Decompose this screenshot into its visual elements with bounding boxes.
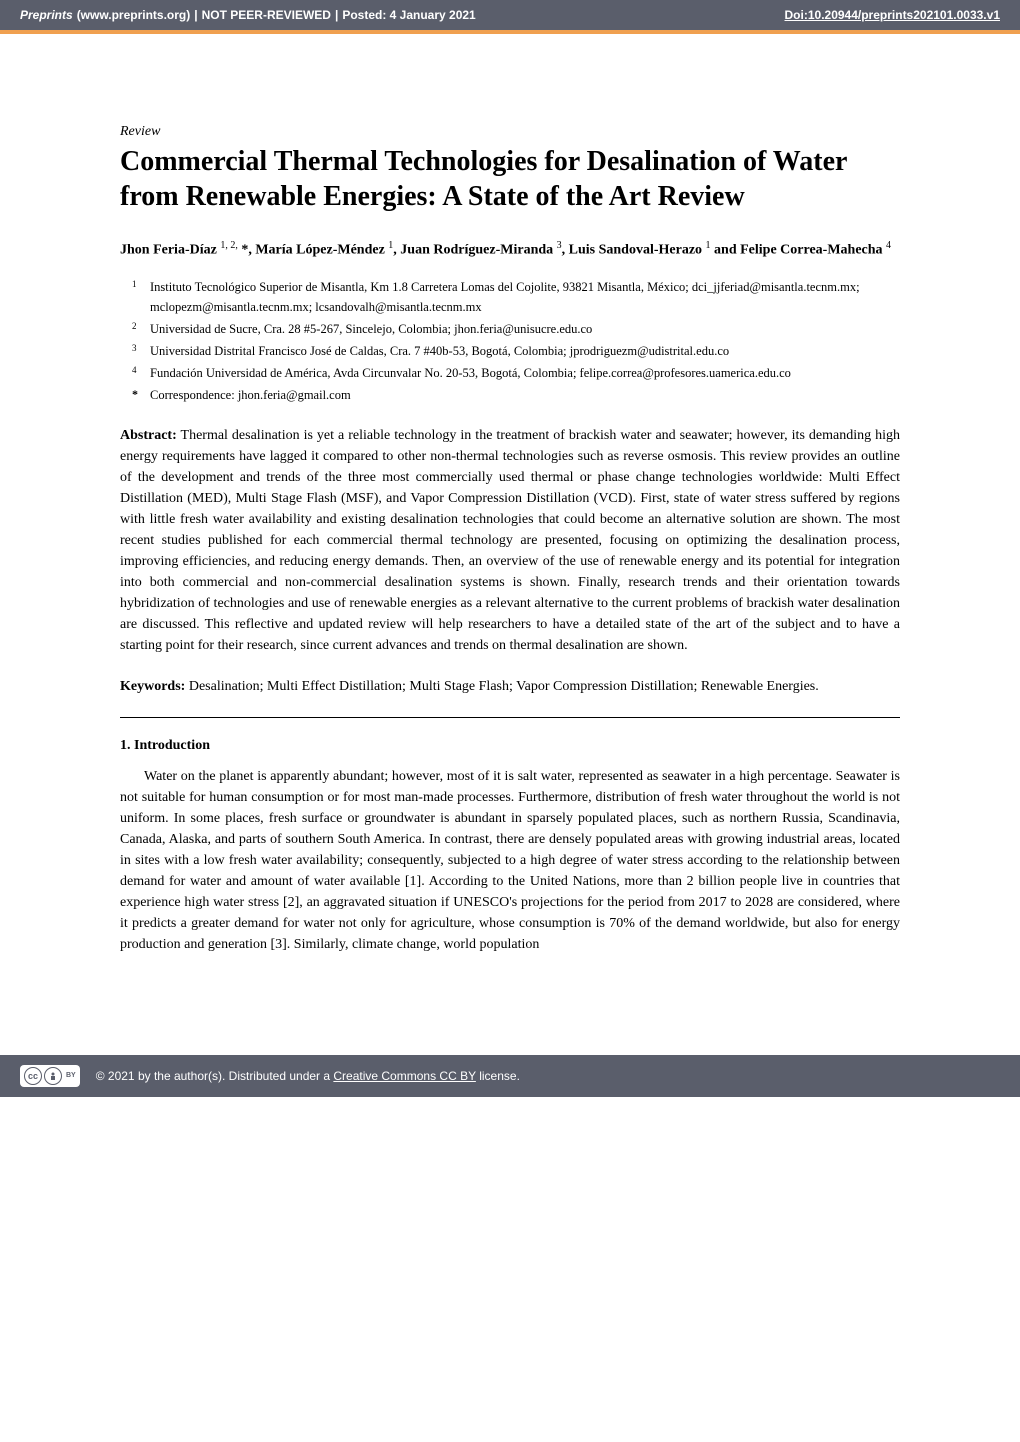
affiliation-text: Instituto Tecnológico Superior de Misant… <box>150 277 900 317</box>
site-url: (www.preprints.org) <box>77 8 191 22</box>
affiliation-item: 4 Fundación Universidad de América, Avda … <box>132 363 900 383</box>
header-left: Preprints (www.preprints.org) | NOT PEER… <box>20 8 476 22</box>
affiliation-item: 2 Universidad de Sucre, Cra. 28 #5-267, S… <box>132 319 900 339</box>
site-name: Preprints <box>20 8 73 22</box>
affiliation-item: * Correspondence: jhon.feria@gmail.com <box>132 385 900 405</box>
posted-date: Posted: 4 January 2021 <box>342 8 475 22</box>
authors-list: Jhon Feria-Díaz 1, 2, *, María López-Mén… <box>120 238 900 261</box>
affiliation-text: Universidad Distrital Francisco José de … <box>150 341 900 361</box>
by-icon <box>44 1067 62 1085</box>
affiliation-num: * <box>132 385 142 405</box>
by-label: BY <box>66 1072 76 1079</box>
article-type: Review <box>120 124 900 140</box>
abstract-label: Abstract: <box>120 428 177 443</box>
license-suffix: license. <box>476 1069 520 1083</box>
affiliation-num: 2 <box>132 319 142 339</box>
peer-status: NOT PEER-REVIEWED <box>202 8 331 22</box>
intro-paragraph: Water on the planet is apparently abunda… <box>120 766 900 955</box>
section-divider <box>120 717 900 718</box>
cc-badge: cc BY <box>20 1065 80 1087</box>
abstract-text: Thermal desalination is yet a reliable t… <box>120 428 900 653</box>
header-banner: Preprints (www.preprints.org) | NOT PEER… <box>0 0 1020 34</box>
abstract-block: Abstract: Thermal desalination is yet a … <box>120 425 900 656</box>
affiliation-text: Correspondence: jhon.feria@gmail.com <box>150 385 900 405</box>
cc-icon: cc <box>24 1067 42 1085</box>
copyright-text: © 2021 by the author(s). Distributed und… <box>96 1069 334 1083</box>
separator-2: | <box>335 8 338 22</box>
affiliations-list: 1Instituto Tecnológico Superior de Misan… <box>120 277 900 405</box>
affiliation-text: Fundación Universidad de América, Avda C… <box>150 363 900 383</box>
keywords-label: Keywords: <box>120 679 185 694</box>
article-title: Commercial Thermal Technologies for Desa… <box>120 144 900 214</box>
footer-banner: cc BY © 2021 by the author(s). Distribut… <box>0 1055 1020 1097</box>
keywords-text: Desalination; Multi Effect Distillation;… <box>185 679 818 694</box>
affiliation-num: 3 <box>132 341 142 361</box>
affiliation-text: Universidad de Sucre, Cra. 28 #5-267, Si… <box>150 319 900 339</box>
footer-text: © 2021 by the author(s). Distributed und… <box>96 1069 520 1083</box>
separator-1: | <box>194 8 197 22</box>
keywords-block: Keywords: Desalination; Multi Effect Dis… <box>120 676 900 697</box>
affiliation-num: 4 <box>132 363 142 383</box>
affiliation-item: 1Instituto Tecnológico Superior de Misan… <box>132 277 900 317</box>
license-link[interactable]: Creative Commons CC BY <box>333 1069 476 1083</box>
affiliation-num: 1 <box>132 277 142 317</box>
section-title: 1. Introduction <box>120 738 900 754</box>
affiliation-item: 3 Universidad Distrital Francisco José de… <box>132 341 900 361</box>
doi-link[interactable]: Doi:10.20944/preprints202101.0033.v1 <box>785 8 1000 22</box>
article-content: Review Commercial Thermal Technologies f… <box>0 34 1020 995</box>
